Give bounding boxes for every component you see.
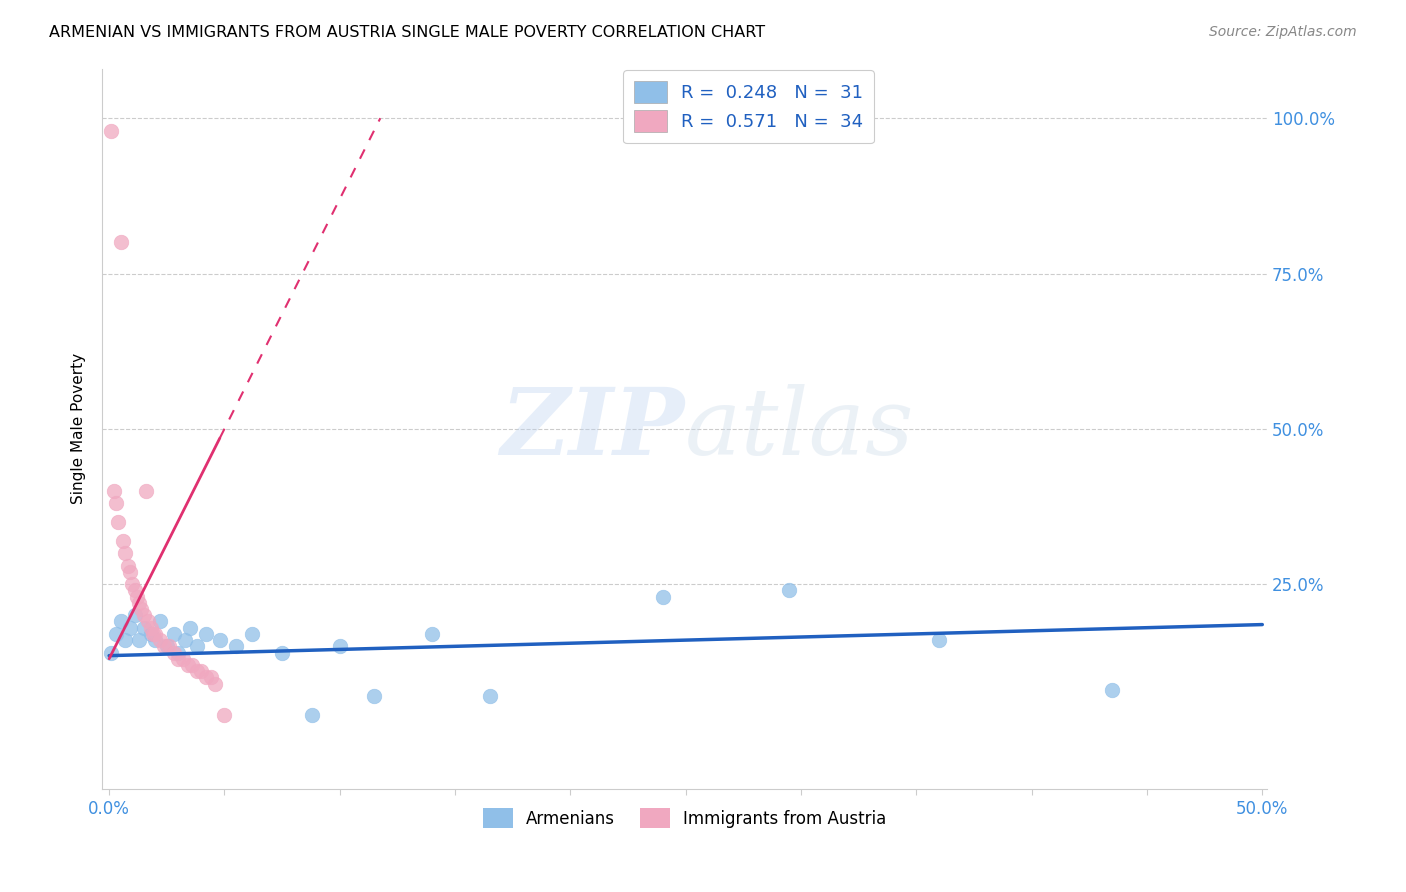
Point (138, 615, 160, 629)
Point (128, 633, 150, 648)
Point (928, 633, 950, 648)
Point (132, 621, 155, 635)
Point (240, 627, 263, 641)
Point (131, 602, 153, 616)
Point (420, 627, 443, 641)
Point (195, 627, 218, 641)
Point (143, 627, 166, 641)
Point (124, 583, 146, 598)
Y-axis label: Single Male Poverty: Single Male Poverty (72, 353, 86, 505)
Point (163, 646, 186, 660)
Point (157, 640, 180, 654)
Point (163, 627, 186, 641)
Legend: Armenians, Immigrants from Austria: Armenians, Immigrants from Austria (475, 801, 893, 835)
Text: ZIP: ZIP (501, 384, 685, 474)
Point (124, 608, 146, 623)
Point (186, 664, 208, 678)
Point (125, 590, 148, 604)
Point (111, 533, 134, 548)
Point (105, 496, 128, 510)
Point (100, 123, 122, 137)
Point (103, 483, 125, 498)
Point (139, 621, 162, 635)
Point (118, 565, 141, 579)
Point (174, 633, 197, 648)
Point (107, 515, 129, 529)
Point (105, 627, 128, 641)
Point (214, 707, 236, 722)
Point (1101, 682, 1123, 697)
Point (114, 633, 136, 648)
Point (132, 608, 155, 623)
Point (329, 640, 352, 654)
Point (149, 633, 172, 648)
Point (114, 546, 136, 560)
Point (135, 483, 157, 498)
Text: atlas: atlas (685, 384, 914, 474)
Point (779, 583, 801, 598)
Point (181, 657, 204, 672)
Point (142, 627, 165, 641)
Point (179, 621, 201, 635)
Point (363, 689, 385, 703)
Point (121, 577, 143, 591)
Point (478, 689, 501, 703)
Point (172, 652, 194, 666)
Point (139, 627, 162, 641)
Point (195, 670, 218, 684)
Point (110, 615, 132, 629)
Point (271, 646, 294, 660)
Text: ARMENIAN VS IMMIGRANTS FROM AUSTRIA SINGLE MALE POVERTY CORRELATION CHART: ARMENIAN VS IMMIGRANTS FROM AUSTRIA SING… (49, 25, 765, 40)
Point (176, 657, 198, 672)
Text: Source: ZipAtlas.com: Source: ZipAtlas.com (1209, 25, 1357, 39)
Point (651, 590, 673, 604)
Point (156, 640, 179, 654)
Point (200, 670, 222, 684)
Point (100, 646, 122, 660)
Point (301, 707, 323, 722)
Point (190, 664, 212, 678)
Point (186, 640, 208, 654)
Point (117, 558, 139, 573)
Point (167, 652, 190, 666)
Point (225, 640, 247, 654)
Point (128, 596, 150, 610)
Point (167, 646, 190, 660)
Point (149, 615, 172, 629)
Point (208, 633, 231, 648)
Point (143, 633, 166, 648)
Point (153, 640, 176, 654)
Point (118, 621, 141, 635)
Point (204, 676, 226, 690)
Point (110, 235, 132, 250)
